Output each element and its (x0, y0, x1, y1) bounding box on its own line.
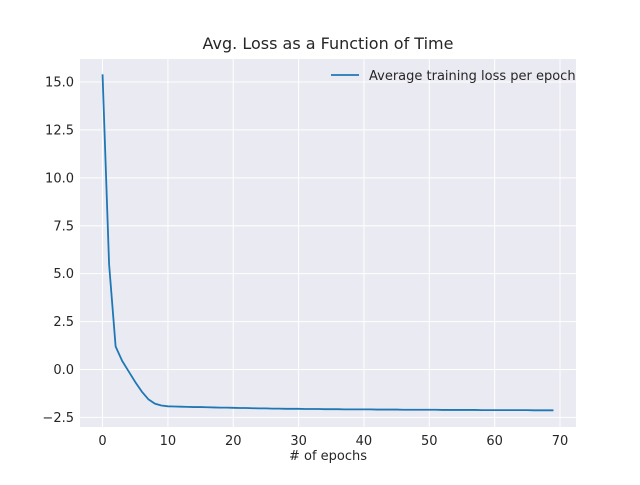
plot-area (80, 59, 576, 427)
data-point (500, 409, 502, 411)
data-point (389, 409, 391, 411)
legend-label: Average training loss per epoch (369, 69, 576, 84)
data-point (520, 409, 522, 411)
data-point (539, 409, 541, 411)
data-point (487, 409, 489, 411)
data-point (337, 408, 339, 410)
x-tick-label: 60 (486, 434, 503, 449)
y-tick-label: 0.0 (53, 363, 74, 378)
data-point (370, 408, 372, 410)
data-point (343, 408, 345, 410)
x-tick-label: 20 (225, 434, 242, 449)
series-line (101, 74, 554, 412)
chart-title: Avg. Loss as a Function of Time (203, 34, 454, 53)
y-tick-label: 5.0 (53, 267, 74, 282)
x-tick-label: 40 (356, 434, 373, 449)
y-tick-label: 7.5 (53, 219, 74, 234)
data-point (213, 407, 215, 409)
data-point (422, 409, 424, 411)
data-point (291, 408, 293, 410)
data-point (357, 408, 359, 410)
y-tick-label: 12.5 (45, 123, 74, 138)
data-point (298, 408, 300, 410)
y-tick-label: 15.0 (45, 76, 74, 91)
data-point (147, 398, 149, 400)
data-point (481, 409, 483, 411)
data-point (193, 406, 195, 408)
data-point (134, 381, 136, 383)
data-point (187, 406, 189, 408)
data-point (108, 263, 110, 265)
data-point (232, 407, 234, 409)
data-point (494, 409, 496, 411)
data-point (311, 408, 313, 410)
y-tick-label: 2.5 (53, 315, 74, 330)
data-point (272, 408, 274, 410)
data-point (455, 409, 457, 411)
data-point (180, 406, 182, 408)
data-point (468, 409, 470, 411)
data-point (285, 408, 287, 410)
x-tick-label: 0 (98, 434, 106, 449)
x-tick-label: 10 (160, 434, 177, 449)
data-point (245, 407, 247, 409)
data-point (324, 408, 326, 410)
data-point (415, 409, 417, 411)
data-point (265, 408, 267, 410)
data-point (409, 409, 411, 411)
y-tick-label: −2.5 (42, 411, 74, 426)
x-axis-title: # of epochs (289, 449, 367, 464)
data-point (128, 371, 130, 373)
data-point (533, 409, 535, 411)
data-point (219, 407, 221, 409)
data-point (330, 408, 332, 410)
x-tick-label: 30 (290, 434, 307, 449)
data-point (546, 409, 548, 411)
data-point (526, 409, 528, 411)
data-point (461, 409, 463, 411)
legend: Average training loss per epoch (331, 69, 576, 84)
data-point (252, 407, 254, 409)
data-point (363, 408, 365, 410)
data-point (174, 406, 176, 408)
data-point (226, 407, 228, 409)
data-point (167, 405, 169, 407)
data-point (553, 409, 555, 411)
series-layer (101, 73, 555, 412)
x-axis-ticks: 0 10 20 30 40 50 60 70 (98, 434, 568, 449)
data-point (428, 409, 430, 411)
data-point (396, 409, 398, 411)
data-point (115, 346, 117, 348)
data-point (350, 408, 352, 410)
data-point (160, 405, 162, 407)
data-point (206, 406, 208, 408)
data-point (258, 408, 260, 410)
y-tick-label: 10.0 (45, 171, 74, 186)
data-point (278, 408, 280, 410)
data-point (441, 409, 443, 411)
data-point (304, 408, 306, 410)
data-point (154, 403, 156, 405)
data-point (402, 409, 404, 411)
data-point (383, 409, 385, 411)
y-axis-ticks: −2.5 0.0 2.5 5.0 7.5 10.0 12.5 15.0 (42, 76, 74, 426)
grid-lines (80, 59, 576, 427)
data-point (141, 391, 143, 393)
data-point (435, 409, 437, 411)
data-point (507, 409, 509, 411)
x-tick-label: 50 (421, 434, 438, 449)
data-point (121, 360, 123, 362)
data-point (376, 409, 378, 411)
data-point (448, 409, 450, 411)
data-point (200, 406, 202, 408)
data-point (317, 408, 319, 410)
x-tick-label: 70 (552, 434, 569, 449)
data-point (513, 409, 515, 411)
data-point (102, 73, 104, 75)
data-point (239, 407, 241, 409)
data-point (474, 409, 476, 411)
